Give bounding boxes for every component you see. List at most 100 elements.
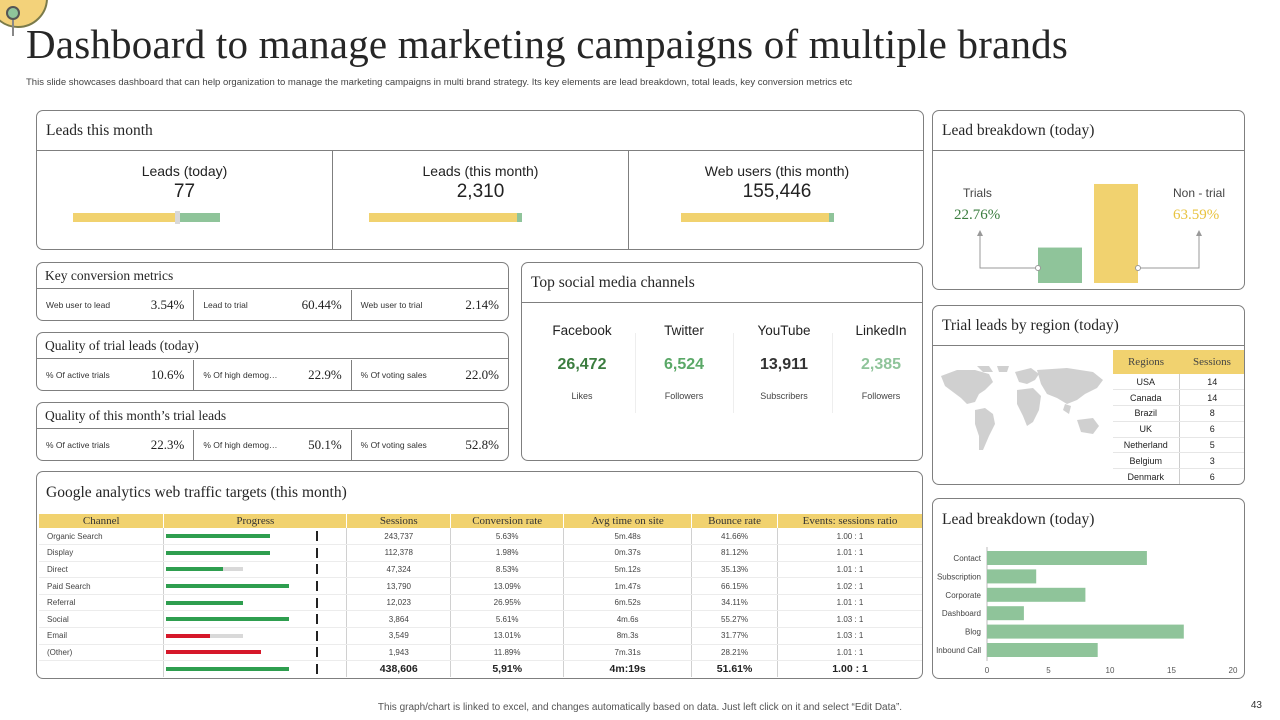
traffic-cell-channel: Social [39,610,165,629]
social-value: 6,524 [663,356,705,373]
x-tick-label: 0 [985,666,990,675]
traffic-cell-channel: Paid Search [39,577,165,595]
social-channel-youtube: YouTube 13,911 Subscribers [734,323,834,401]
metric-label: % Of high demog… [203,370,278,380]
social-value: 13,911 [759,356,809,373]
region-row: Denmark 6 [1113,468,1244,484]
traffic-cell-bounce: 55.27% [691,610,779,629]
page-number: 43 [1250,700,1262,711]
traffic-cell-ratio: 1.01 : 1 [777,561,922,579]
traffic-cell-conversion: 11.89% [450,644,565,662]
non-trial-label: Non - trial [1173,186,1226,200]
col-avg-time: Avg time on site [563,514,693,528]
metric-cell: Lead to trial 60.44% [194,290,352,320]
corner-decoration-dot [6,6,20,20]
col-conversion: Conversion rate [450,514,565,528]
traffic-cell-avg-time: 7m.31s [563,644,693,662]
connector-arrow [977,230,983,236]
region-cell-region: USA [1113,374,1180,391]
traffic-cell-avg-time: 8m.3s [563,627,693,645]
social-name: LinkedIn [855,323,907,338]
traffic-cell-avg-time: 5m.48s [563,528,693,546]
col-progress: Progress [163,514,348,528]
progress-fill [166,617,290,622]
traffic-cell-channel: Display [39,544,165,562]
progress-bar [166,597,346,608]
traffic-cell-avg-time: 4m:19s [563,660,693,678]
traffic-cell-avg-time: 0m.37s [563,544,693,562]
social-value: 2,385 [860,356,902,373]
traffic-panel-title: Google analytics web traffic targets (th… [46,484,347,501]
traffic-cell-sessions: 1,943 [346,644,452,662]
key-conversion-panel: Key conversion metrics Web user to lead 3… [36,262,509,321]
metric-cell: % Of voting sales 22.0% [352,360,508,390]
world-map-icon [941,366,1103,450]
traffic-cell-progress [163,627,348,645]
non-trial-value: 63.59% [1173,207,1220,223]
leads-panel-title: Leads this month [37,111,923,151]
traffic-cell-bounce: 81.12% [691,544,779,562]
x-tick-label: 5 [1046,666,1051,675]
metric-label: Lead to trial [203,300,248,310]
category-label: Contact [953,554,981,563]
kpi-bar-fill [73,213,179,222]
progress-tick [316,664,319,675]
progress-fill [166,600,243,605]
lead-breakdown-top-panel: Lead breakdown (today) Trials 22.76% Non… [932,110,1245,290]
region-row: Brazil 8 [1113,405,1244,422]
progress-tick [316,630,319,641]
traffic-panel: Google analytics web traffic targets (th… [36,471,923,679]
col-sessions: Sessions [1179,350,1244,374]
traffic-cell-sessions: 12,023 [346,594,452,612]
social-value: 26,472 [557,356,607,373]
kpi-leads-month: Leads (this month) 2,310 [333,151,629,249]
bar-trials [1038,247,1082,283]
traffic-cell-conversion: 13.01% [450,627,565,645]
lead-breakdown-bottom-panel: Lead breakdown (today) Contact Subscripti… [932,498,1245,679]
social-divider [733,333,734,413]
progress-fill [166,667,290,672]
social-sub: Likes [571,391,593,401]
traffic-cell-channel: (Other) [39,644,165,662]
social-sub: Followers [664,391,704,401]
social-name: Twitter [664,323,704,338]
kpi-bar-fill [681,213,830,222]
region-cell-sessions: 3 [1179,452,1244,470]
traffic-total-row: 438,606 5,91% 4m:19s 51.61% 1.00 : 1 [39,660,922,678]
traffic-cell-progress [163,660,348,678]
kpi-web-users: Web users (this month) 155,446 [629,151,923,249]
leads-panel: Leads this month Leads (today) 77 Leads … [36,110,924,250]
progress-fill [166,584,290,589]
progress-fill [166,633,210,638]
social-channel-linkedin: LinkedIn 2,385 Followers [831,323,922,401]
traffic-cell-progress [163,594,348,612]
category-label: Corporate [945,591,981,600]
traffic-cell-ratio: 1.01 : 1 [777,644,922,662]
quality-today-row: % Of active trials 10.6% % Of high demog…… [37,360,508,390]
traffic-cell-avg-time: 5m.12s [563,561,693,579]
metric-value: 10.6% [150,367,185,382]
quality-month-title: Quality of this month’s trial leads [37,403,508,429]
category-label: Blog [965,628,981,637]
traffic-cell-ratio: 1.01 : 1 [777,544,922,562]
region-row: Netherland 5 [1113,437,1244,454]
region-panel-title: Trial leads by region (today) [933,306,1244,346]
table-row: Email 3,549 13.01% 8m.3s 31.77% 1.03 : 1 [39,627,922,645]
footnote: This graph/chart is linked to excel, and… [377,702,903,713]
region-header-row: Regions Sessions [1113,350,1244,374]
region-cell-region: UK [1113,421,1180,438]
lead-breakdown-bottom-title: Lead breakdown (today) [942,511,1095,528]
x-tick-label: 10 [1106,666,1115,675]
connector-line [979,233,1038,269]
metric-value: 22.9% [308,367,342,382]
region-panel: Trial leads by region (today) Regions Se… [932,305,1245,485]
metric-label: % Of active trials [46,370,110,380]
trials-value: 22.76% [954,207,1001,223]
progress-fill [166,650,261,655]
metric-cell: Web user to trial 2.14% [352,290,508,320]
traffic-cell-conversion: 8.53% [450,561,565,579]
progress-tick [316,614,319,625]
social-channel-twitter: Twitter 6,524 Followers [634,323,734,401]
category-label: Dashboard [942,609,981,618]
table-row: Social 3,864 5.61% 4m.6s 55.27% 1.03 : 1 [39,610,922,629]
